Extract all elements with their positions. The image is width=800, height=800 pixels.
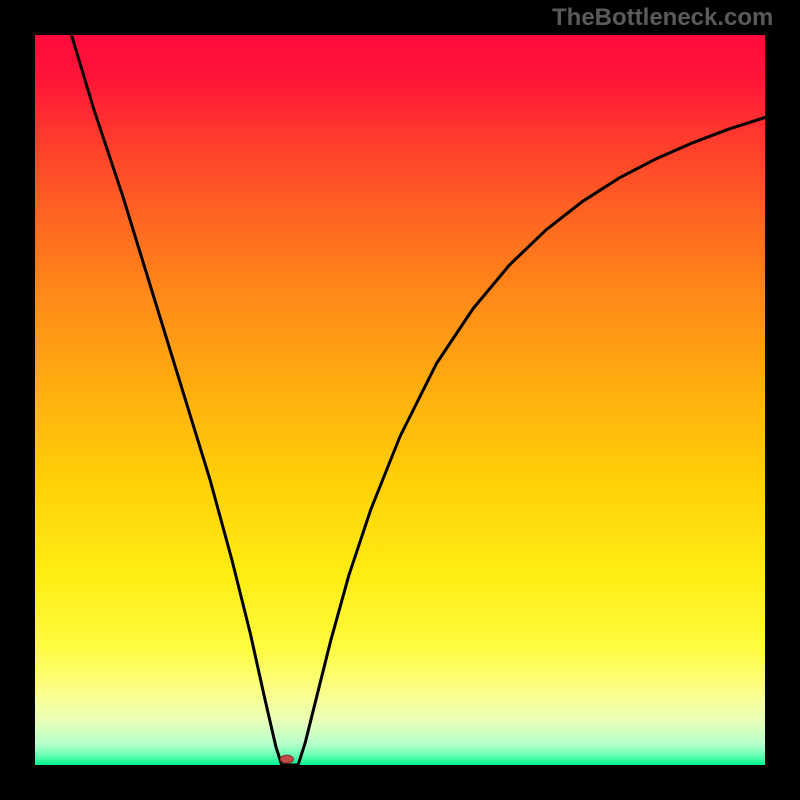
optimum-marker [280, 755, 293, 763]
watermark-label: TheBottleneck.com [552, 4, 773, 32]
plot-area [35, 35, 765, 765]
chart-frame: TheBottleneck.com [0, 0, 800, 800]
chart-svg [0, 0, 800, 800]
